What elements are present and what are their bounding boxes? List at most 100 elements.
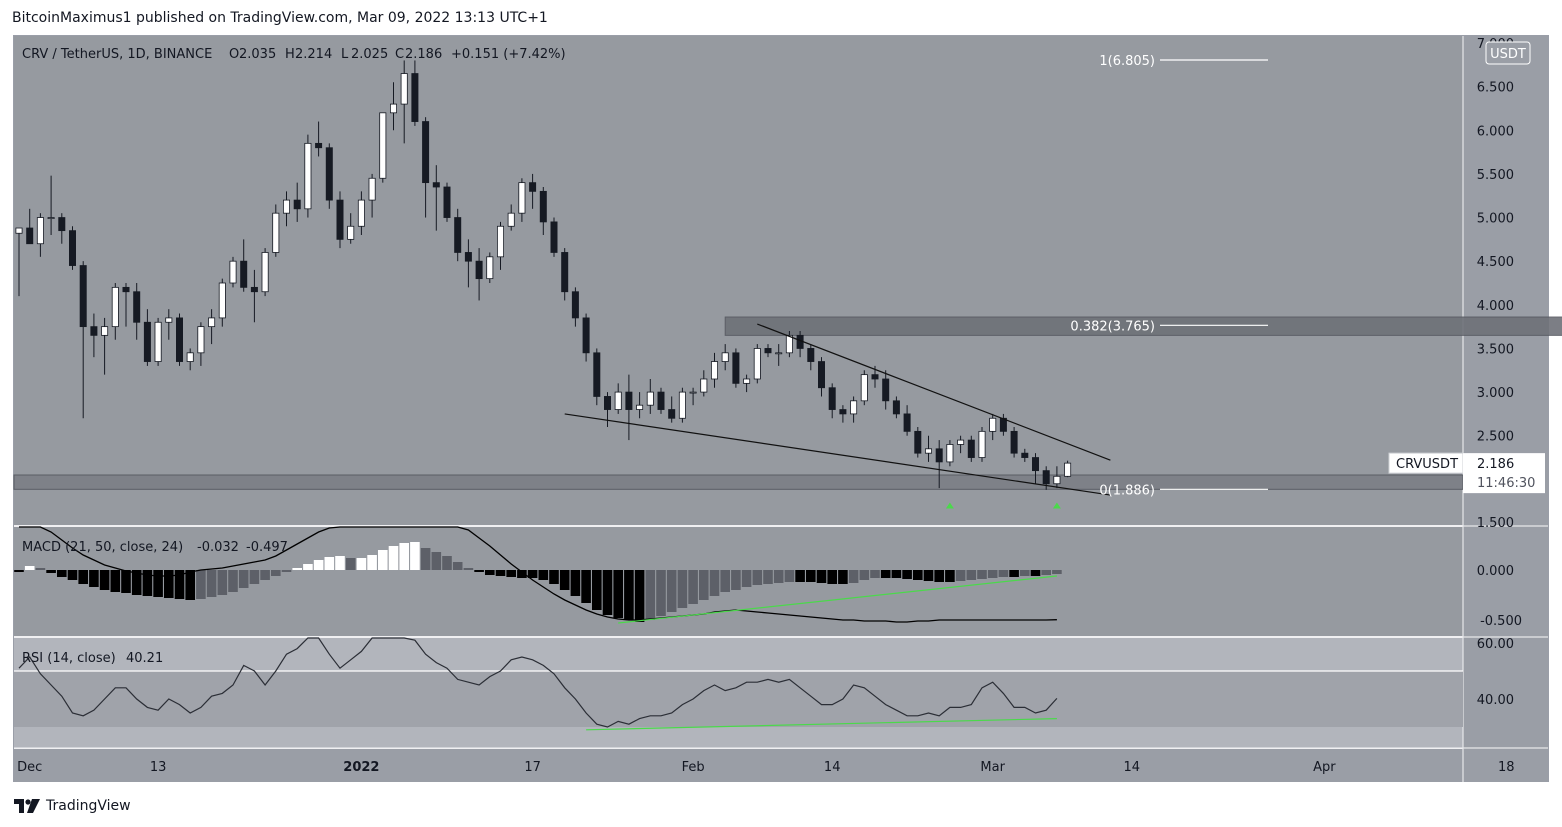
macd-divergence-line — [618, 575, 1057, 624]
candle-down — [967, 439, 975, 458]
candle-up — [111, 286, 119, 328]
price-axis — [1463, 36, 1548, 782]
rsi-tick-label: 40.00 — [1477, 693, 1514, 708]
candle-down — [657, 391, 665, 410]
macd-value-1: -0.032 — [197, 540, 239, 555]
candle-up — [186, 352, 194, 362]
currency-badge[interactable] — [1485, 41, 1531, 65]
candle-up — [347, 225, 355, 240]
ohlc-value: 2.025 — [351, 47, 388, 62]
footer-brand: TradingView — [46, 798, 131, 814]
candle-up — [486, 256, 494, 280]
macd-value-2: -0.497 — [246, 540, 288, 555]
candle-up — [646, 391, 654, 406]
last-price-value: 2.186 — [1477, 457, 1514, 472]
macd-histogram-bar — [46, 570, 56, 573]
candle-down — [550, 221, 558, 253]
chart-title: CRV / TetherUS, 1D, BINANCE — [22, 47, 212, 62]
macd-tick-label: 0.000 — [1477, 564, 1514, 579]
macd-histogram-bar — [14, 570, 24, 572]
macd-histogram-bar — [506, 570, 516, 577]
macd-histogram-bar — [217, 570, 228, 595]
rsi-divergence-line — [586, 718, 1057, 731]
symbol-label: CRVUSDT — [1396, 457, 1458, 472]
macd-histogram-bar — [399, 543, 409, 570]
candle-down — [175, 317, 183, 362]
macd-histogram-bar — [870, 570, 880, 578]
macd-histogram-bar — [206, 570, 217, 597]
price-tick-label: 6.000 — [1477, 124, 1514, 139]
candle-down — [475, 260, 483, 280]
macd-histogram-bar — [517, 570, 527, 578]
candle-up — [261, 252, 269, 293]
macd-histogram-bar — [89, 570, 99, 587]
macd-histogram-bar — [388, 546, 399, 570]
time-tick-label: 18 — [1498, 760, 1515, 775]
rsi-title: RSI (14, close) — [22, 651, 116, 666]
macd-histogram-bar — [110, 570, 121, 592]
candle-up — [272, 212, 280, 253]
candle-up — [15, 227, 23, 234]
macd-histogram-bar — [196, 570, 206, 599]
macd-histogram-bar — [420, 548, 431, 570]
candle-up — [689, 391, 697, 394]
price-tick-label: 5.000 — [1477, 212, 1514, 227]
macd-histogram-bar — [281, 570, 292, 572]
candle-down — [571, 291, 579, 319]
macd-histogram-bar — [602, 570, 613, 615]
candle-down — [807, 348, 815, 362]
candle-down — [240, 260, 248, 288]
time-tick-label: Feb — [682, 760, 705, 775]
candle-down — [315, 142, 323, 149]
candle-down — [935, 448, 943, 463]
macd-histogram-bar — [35, 568, 46, 570]
macd-histogram-bar — [998, 570, 1009, 577]
candle-down — [871, 374, 879, 380]
candle-down — [818, 361, 826, 389]
macd-histogram-bar — [827, 570, 837, 584]
candle-up — [154, 321, 162, 362]
candle-down — [336, 199, 344, 240]
macd-histogram-bar — [945, 570, 955, 582]
candle-up — [636, 404, 644, 410]
macd-histogram-bar — [848, 570, 859, 583]
macd-histogram-bar — [495, 570, 506, 576]
candle-down — [593, 352, 601, 397]
candle-down — [529, 182, 537, 192]
candle-down — [432, 182, 440, 188]
candle-up — [282, 199, 290, 214]
candle-down — [79, 265, 87, 328]
macd-histogram-bar — [966, 570, 977, 580]
macd-histogram-bar — [549, 570, 559, 584]
macd-histogram-bar — [977, 570, 987, 579]
macd-histogram-bar — [731, 570, 741, 590]
macd-histogram-bar — [67, 570, 78, 580]
macd-tick-label: -0.500 — [1480, 614, 1522, 629]
candle-up — [957, 439, 965, 445]
time-tick-label: 14 — [824, 760, 841, 775]
macd-histogram-bar — [131, 570, 142, 595]
macd-histogram-bar — [773, 570, 784, 583]
macd-histogram-bar — [378, 550, 388, 570]
candle-up — [700, 378, 708, 393]
macd-histogram-bar — [474, 570, 484, 572]
candle-down — [561, 252, 569, 293]
wedge-upper-line — [757, 323, 1111, 461]
green-arrow-icon — [1052, 502, 1061, 509]
green-arrow-icon — [945, 502, 954, 509]
price-tick-label: 3.000 — [1477, 386, 1514, 401]
candle-up — [496, 225, 504, 258]
candle-down — [914, 430, 922, 454]
currency-label: USDT — [1490, 47, 1526, 62]
time-tick-label: Apr — [1313, 760, 1336, 775]
macd-histogram-bar — [1030, 570, 1041, 576]
ohlc-label: H — [285, 47, 295, 62]
candle-down — [26, 227, 34, 245]
macd-histogram-bar — [934, 570, 944, 582]
candle-down — [90, 326, 98, 336]
macd-histogram-bar — [666, 570, 677, 612]
fib-level-label: 0.382(3.765) — [1070, 319, 1155, 334]
macd-histogram-bar — [656, 570, 666, 616]
candle-down — [250, 286, 258, 293]
